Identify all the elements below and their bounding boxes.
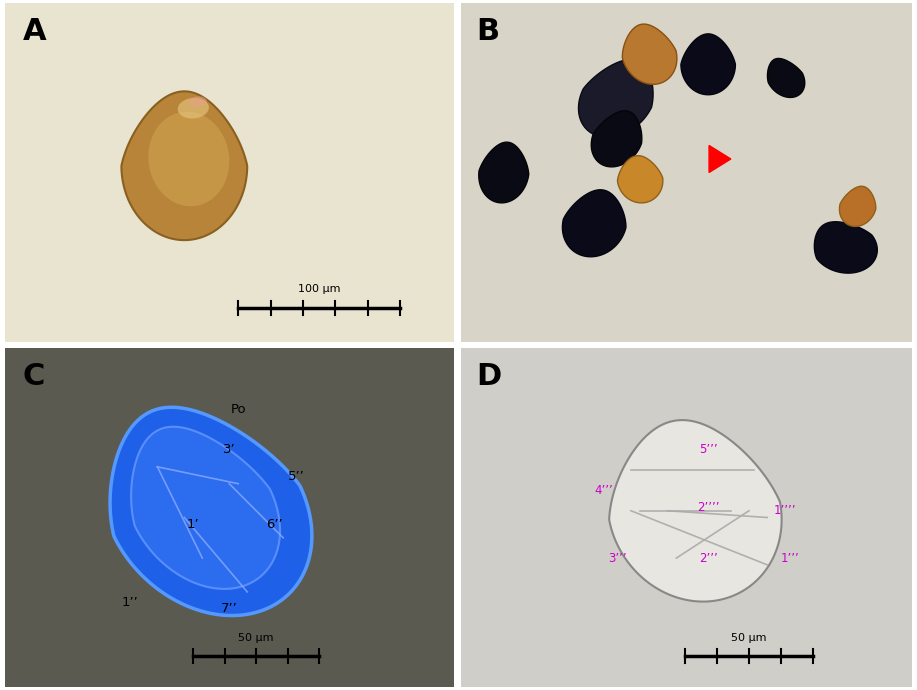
Polygon shape [814, 221, 878, 273]
Text: 50 μm: 50 μm [731, 633, 767, 642]
Text: 1’’: 1’’ [122, 595, 138, 609]
Polygon shape [617, 156, 663, 203]
Polygon shape [709, 146, 731, 172]
Polygon shape [623, 24, 677, 84]
Text: 50 μm: 50 μm [238, 633, 274, 642]
Text: 6’’: 6’’ [266, 518, 282, 531]
Text: 1’: 1’ [187, 518, 200, 531]
Polygon shape [839, 186, 876, 226]
Text: 4’’’: 4’’’ [594, 484, 613, 497]
Text: 1’’’: 1’’’ [780, 551, 800, 564]
Polygon shape [591, 110, 642, 167]
Text: 5’’’: 5’’’ [699, 444, 717, 456]
Text: 3’’’: 3’’’ [608, 551, 626, 564]
Text: 5’’: 5’’ [288, 471, 305, 484]
Ellipse shape [149, 112, 229, 206]
Polygon shape [579, 59, 653, 137]
Polygon shape [110, 407, 312, 615]
Ellipse shape [178, 98, 209, 119]
Ellipse shape [189, 97, 206, 107]
Text: 3’: 3’ [223, 444, 236, 456]
Text: A: A [23, 17, 46, 46]
Polygon shape [479, 142, 529, 203]
Polygon shape [121, 91, 248, 240]
Text: 100 μm: 100 μm [298, 284, 340, 294]
Text: 2’’’: 2’’’ [699, 551, 717, 564]
Text: 7’’: 7’’ [221, 602, 238, 615]
Polygon shape [681, 34, 735, 95]
Text: C: C [23, 362, 45, 391]
Text: B: B [477, 17, 500, 46]
Text: 1’’’’: 1’’’’ [774, 504, 797, 518]
Text: 2’’’’: 2’’’’ [697, 501, 720, 514]
Polygon shape [562, 190, 626, 257]
Text: Po: Po [230, 403, 246, 416]
Polygon shape [131, 426, 280, 589]
Polygon shape [609, 420, 781, 602]
Text: D: D [477, 362, 502, 391]
Polygon shape [768, 59, 805, 97]
